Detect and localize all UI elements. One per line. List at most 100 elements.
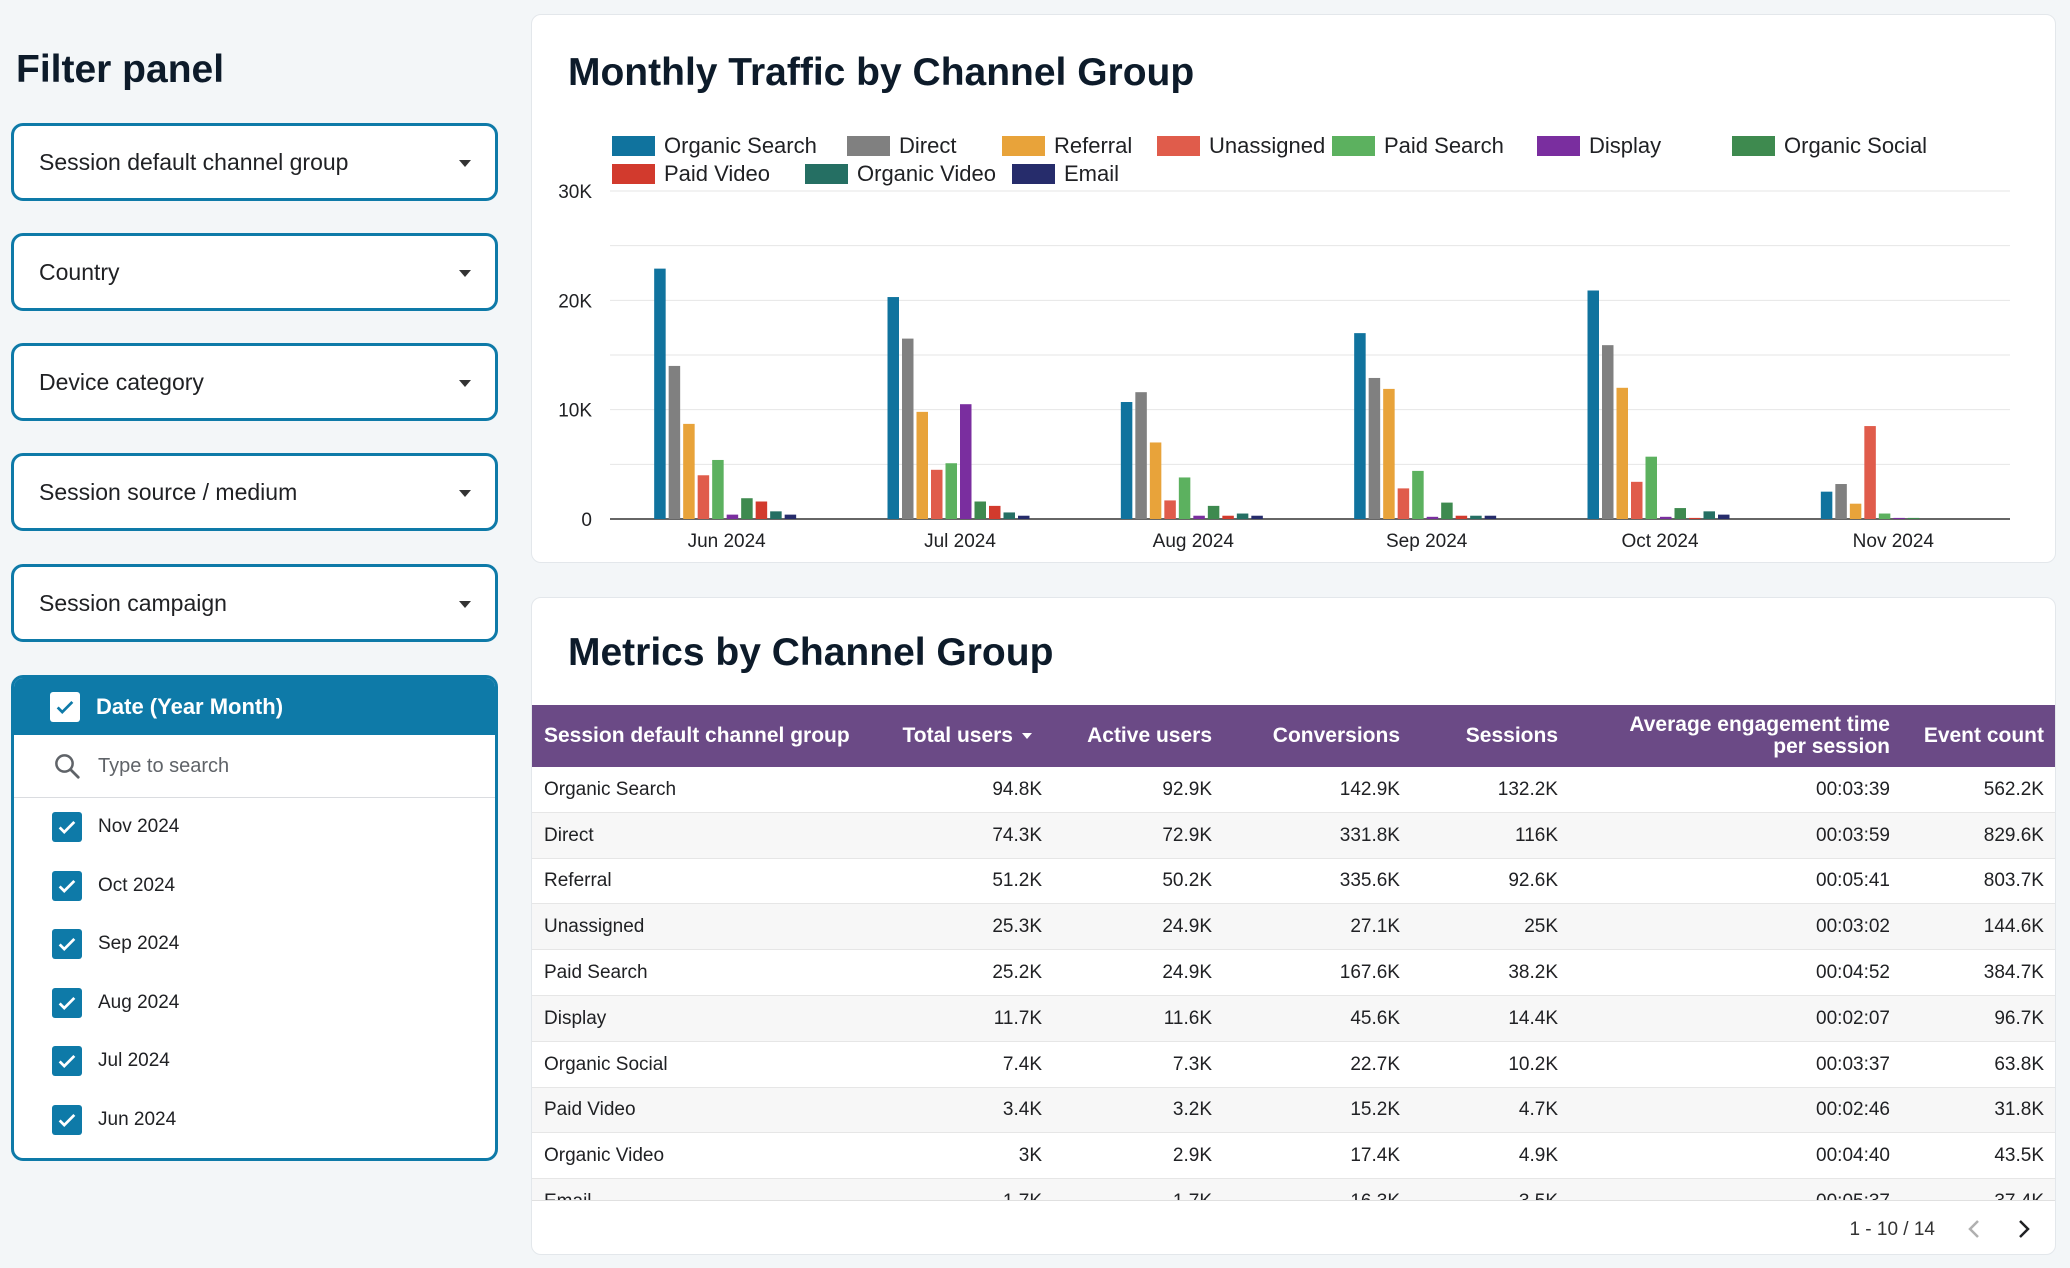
bar[interactable]: [1470, 515, 1482, 519]
bar[interactable]: [1689, 517, 1701, 519]
bar[interactable]: [784, 514, 797, 519]
bar[interactable]: [1368, 377, 1381, 519]
table-row[interactable]: Organic Video 3K 2.9K 17.4K 4.9K 00:04:40 43.5…: [532, 1133, 2055, 1180]
bar[interactable]: [1207, 505, 1220, 519]
bar[interactable]: [887, 297, 900, 519]
device-category-dropdown[interactable]: Device category: [11, 343, 498, 421]
bar[interactable]: [931, 469, 943, 519]
bar[interactable]: [1703, 511, 1716, 519]
bar[interactable]: [1164, 500, 1176, 519]
date-option[interactable]: Aug 2024: [14, 974, 495, 1033]
date-option[interactable]: Nov 2024: [14, 798, 495, 857]
table-row[interactable]: Organic Search 94.8K 92.9K 142.9K 132.2K 00:0…: [532, 767, 2055, 813]
date-search-input[interactable]: Type to search: [14, 735, 495, 798]
bar[interactable]: [1674, 508, 1687, 519]
legend-item[interactable]: Organic Search: [612, 133, 817, 159]
bar[interactable]: [945, 463, 958, 519]
bar[interactable]: [1645, 456, 1658, 519]
bar[interactable]: [1616, 387, 1629, 519]
bar[interactable]: [1354, 333, 1366, 519]
bar[interactable]: [1602, 345, 1614, 519]
date-option[interactable]: Sep 2024: [14, 915, 495, 974]
bar[interactable]: [960, 404, 972, 519]
bar[interactable]: [726, 514, 739, 519]
bar[interactable]: [1660, 516, 1672, 519]
legend-item[interactable]: Unassigned: [1157, 133, 1325, 159]
option-checkbox[interactable]: [52, 870, 82, 901]
bar[interactable]: [1222, 515, 1234, 519]
bar[interactable]: [1383, 388, 1395, 519]
session-campaign-dropdown[interactable]: Session campaign: [11, 564, 498, 642]
bar[interactable]: [1149, 442, 1162, 519]
legend-item[interactable]: Email: [1012, 161, 1119, 187]
bar[interactable]: [1251, 515, 1263, 519]
bar[interactable]: [1587, 290, 1600, 519]
table-row[interactable]: Organic Social 7.4K 7.3K 22.7K 10.2K 00:03:37…: [532, 1042, 2055, 1088]
option-checkbox[interactable]: [52, 1104, 82, 1135]
table-row[interactable]: Direct 74.3K 72.9K 331.8K 116K 00:03:59 829.6K: [532, 812, 2055, 859]
legend-item[interactable]: Paid Search: [1332, 133, 1504, 159]
column-header[interactable]: Sessions: [1400, 705, 1558, 767]
bar[interactable]: [1178, 477, 1191, 519]
bar[interactable]: [741, 498, 753, 519]
legend-item[interactable]: Referral: [1002, 133, 1132, 159]
option-checkbox[interactable]: [52, 929, 82, 960]
bar[interactable]: [1835, 484, 1847, 519]
bar[interactable]: [1484, 515, 1497, 519]
bar[interactable]: [1441, 502, 1453, 519]
option-checkbox[interactable]: [52, 987, 82, 1018]
table-row[interactable]: Unassigned 25.3K 24.9K 27.1K 25K 00:03:02 144.…: [532, 904, 2055, 951]
bar[interactable]: [916, 411, 929, 519]
date-option[interactable]: Oct 2024: [14, 857, 495, 916]
bar[interactable]: [697, 475, 710, 519]
legend-item[interactable]: Direct: [847, 133, 956, 159]
channel-group-dropdown[interactable]: Session default channel group: [11, 123, 498, 201]
option-checkbox[interactable]: [52, 812, 82, 843]
bar[interactable]: [770, 511, 782, 519]
column-header[interactable]: Event count: [1890, 705, 2044, 767]
column-header[interactable]: Active users: [1042, 705, 1212, 767]
date-option[interactable]: Jun 2024: [14, 1091, 495, 1150]
bar[interactable]: [712, 459, 724, 519]
date-option[interactable]: Jul 2024: [14, 1032, 495, 1091]
bar[interactable]: [1018, 515, 1030, 519]
bar[interactable]: [989, 505, 1001, 519]
table-row[interactable]: Display 11.7K 11.6K 45.6K 14.4K 00:02:07 96.7K: [532, 995, 2055, 1042]
bar[interactable]: [1878, 513, 1891, 519]
bar[interactable]: [1849, 503, 1862, 519]
bar[interactable]: [1120, 402, 1133, 519]
bar[interactable]: [1893, 517, 1905, 519]
bar[interactable]: [1426, 516, 1439, 519]
bar[interactable]: [1412, 470, 1424, 519]
bar[interactable]: [1718, 514, 1730, 519]
column-header[interactable]: Average engagement time per session: [1558, 705, 1890, 767]
prev-page-button[interactable]: [1963, 1215, 1987, 1248]
table-row[interactable]: Paid Search 25.2K 24.9K 167.6K 38.2K 00:04:52…: [532, 950, 2055, 996]
select-all-checkbox[interactable]: [50, 691, 80, 722]
table-row[interactable]: Paid Video 3.4K 3.2K 15.2K 4.7K 00:02:46 31.8K: [532, 1087, 2055, 1134]
bar[interactable]: [1397, 488, 1410, 519]
legend-item[interactable]: Organic Video: [805, 161, 996, 187]
bar[interactable]: [654, 268, 666, 519]
bar[interactable]: [1455, 515, 1468, 519]
source-medium-dropdown[interactable]: Session source / medium: [11, 453, 498, 531]
bar[interactable]: [1864, 426, 1876, 519]
legend-item[interactable]: Organic Social: [1732, 133, 1927, 159]
bar[interactable]: [755, 501, 768, 519]
bar[interactable]: [902, 338, 914, 519]
bar[interactable]: [1135, 392, 1147, 519]
bar[interactable]: [1193, 515, 1205, 519]
date-filter-header[interactable]: Date (Year Month): [14, 678, 495, 735]
bar[interactable]: [1907, 517, 1920, 519]
bar[interactable]: [1236, 513, 1249, 519]
column-header[interactable]: Conversions: [1212, 705, 1400, 767]
bar[interactable]: [974, 501, 987, 519]
country-dropdown[interactable]: Country: [11, 233, 498, 311]
bar[interactable]: [1631, 481, 1643, 519]
legend-item[interactable]: Paid Video: [612, 161, 770, 187]
bar[interactable]: [683, 423, 695, 519]
next-page-button[interactable]: [2011, 1215, 2035, 1248]
bar[interactable]: [668, 365, 681, 519]
legend-item[interactable]: Display: [1537, 133, 1661, 159]
